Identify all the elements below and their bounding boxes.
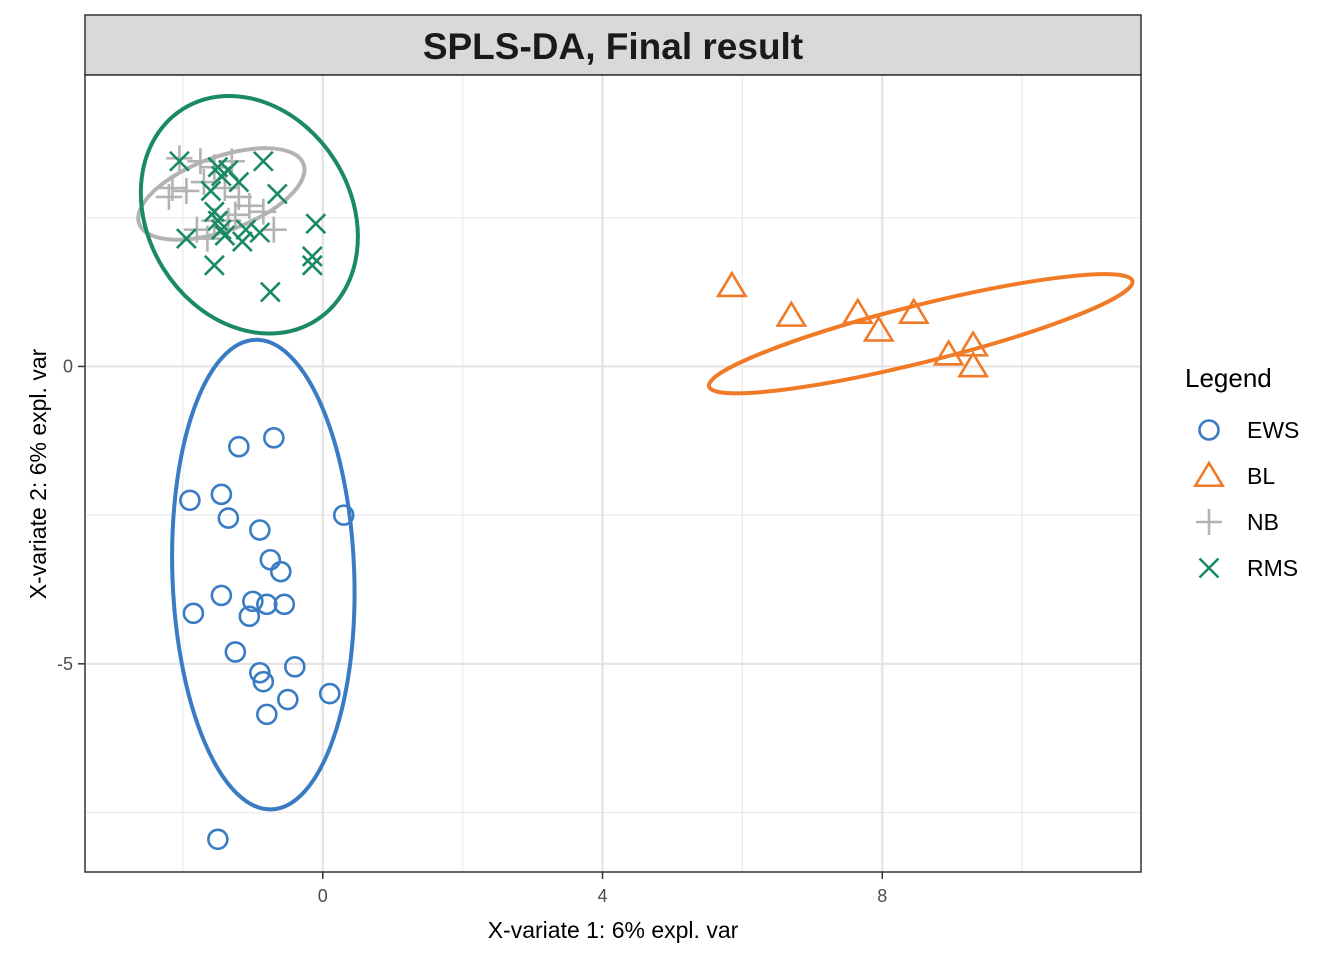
axis-ticks: 0 4 8 0 -5 bbox=[57, 356, 887, 906]
point-rms bbox=[228, 171, 250, 193]
x-tick-label: 0 bbox=[318, 886, 328, 906]
point-ews bbox=[277, 688, 299, 711]
point-rms bbox=[168, 150, 190, 172]
point-nb bbox=[250, 198, 277, 225]
y-tick-label: 0 bbox=[63, 356, 73, 376]
point-nb bbox=[155, 183, 182, 210]
point-ews bbox=[210, 584, 233, 607]
x-tick-label: 4 bbox=[598, 886, 608, 906]
point-ews bbox=[263, 427, 285, 449]
point-ews bbox=[256, 593, 278, 616]
plot-border bbox=[84, 74, 1142, 873]
point-bl bbox=[932, 339, 965, 366]
legend-title: Legend bbox=[1185, 363, 1272, 393]
point-rms bbox=[301, 254, 323, 276]
grid-lines bbox=[85, 75, 1141, 872]
point-bl bbox=[841, 297, 874, 324]
point-ews bbox=[224, 641, 247, 663]
point-ews bbox=[238, 605, 261, 628]
legend-key-ews bbox=[1198, 419, 1220, 441]
point-ews bbox=[210, 483, 233, 506]
plot-panel bbox=[85, 75, 1141, 872]
chart-title: SPLS-DA, Final result bbox=[423, 26, 803, 67]
x-tick-label: 8 bbox=[877, 886, 887, 906]
series-bl bbox=[715, 270, 990, 378]
point-ews bbox=[249, 519, 271, 541]
x-axis-title: X-variate 1: 6% expl. var bbox=[488, 917, 739, 943]
legend-key-bl bbox=[1193, 460, 1225, 488]
point-rms bbox=[259, 281, 281, 303]
legend-label-ews: EWS bbox=[1247, 417, 1299, 443]
data-points bbox=[155, 145, 990, 851]
series-ews bbox=[179, 427, 355, 851]
point-ews bbox=[318, 682, 341, 705]
legend-label-bl: BL bbox=[1247, 463, 1275, 489]
point-rms bbox=[231, 231, 253, 252]
legend-label-nb: NB bbox=[1247, 509, 1279, 535]
point-ews bbox=[284, 656, 306, 678]
point-nb bbox=[190, 169, 217, 196]
point-bl bbox=[957, 350, 990, 378]
y-axis-title: X-variate 2: 6% expl. var bbox=[25, 348, 51, 599]
legend-label-rms: RMS bbox=[1247, 555, 1298, 581]
point-nb bbox=[260, 216, 287, 243]
legend: Legend EWS BL NB RMS bbox=[1185, 363, 1299, 581]
y-tick-label: -5 bbox=[57, 654, 73, 674]
point-nb bbox=[201, 154, 228, 181]
point-ews bbox=[252, 670, 275, 693]
point-nb bbox=[173, 177, 200, 204]
point-rms bbox=[210, 219, 232, 241]
point-nb bbox=[166, 145, 193, 172]
point-ews bbox=[217, 507, 240, 529]
point-ews bbox=[256, 703, 278, 726]
point-rms bbox=[203, 254, 225, 276]
series-rms bbox=[168, 150, 327, 303]
point-nb bbox=[194, 225, 221, 252]
ellipse-rms bbox=[138, 93, 360, 336]
point-ews bbox=[332, 504, 355, 526]
series-nb bbox=[155, 145, 287, 252]
point-rms bbox=[252, 150, 274, 172]
point-ews bbox=[182, 602, 205, 625]
point-rms bbox=[266, 183, 288, 205]
ellipse-ews bbox=[170, 337, 357, 812]
point-rms bbox=[175, 228, 197, 249]
confidence-ellipses bbox=[136, 93, 1135, 812]
point-bl bbox=[715, 270, 748, 298]
point-nb bbox=[236, 192, 263, 219]
point-ews bbox=[228, 435, 250, 458]
point-rms bbox=[301, 245, 323, 267]
point-ews bbox=[273, 593, 296, 616]
point-rms bbox=[249, 222, 271, 244]
ellipse-bl bbox=[706, 272, 1135, 396]
point-nb bbox=[187, 148, 214, 175]
point-rms bbox=[214, 225, 236, 247]
point-ews bbox=[179, 489, 201, 512]
point-bl bbox=[775, 300, 808, 327]
point-ews bbox=[207, 828, 229, 851]
point-rms bbox=[305, 213, 327, 235]
point-nb bbox=[222, 201, 249, 228]
point-bl bbox=[862, 315, 895, 342]
legend-key-rms bbox=[1198, 557, 1220, 579]
point-bl bbox=[897, 297, 930, 324]
point-rms bbox=[210, 165, 232, 187]
legend-key-nb bbox=[1196, 509, 1222, 535]
point-ews bbox=[270, 560, 292, 583]
point-ews bbox=[242, 590, 264, 613]
point-rms bbox=[200, 180, 222, 202]
strip-background bbox=[84, 14, 1142, 76]
